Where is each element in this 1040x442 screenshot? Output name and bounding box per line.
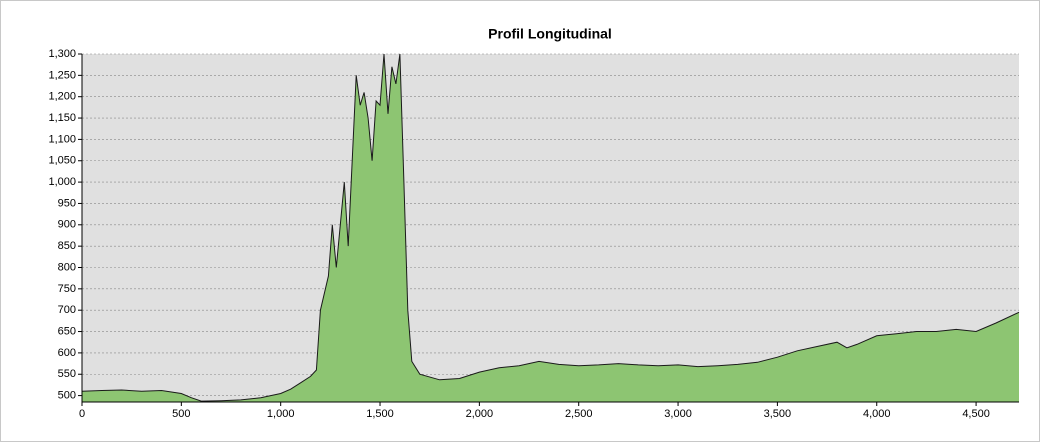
y-tick-label: 700 bbox=[58, 304, 76, 316]
y-tick-label: 500 bbox=[58, 390, 76, 402]
y-tick-label: 1,000 bbox=[48, 176, 76, 188]
y-tick-label: 1,250 bbox=[48, 69, 76, 81]
x-tick-label: 2,000 bbox=[466, 408, 494, 420]
profile-line bbox=[81, 53, 1020, 402]
x-tick-label: 3,000 bbox=[664, 408, 692, 420]
x-tick-label: 1,500 bbox=[366, 408, 394, 420]
x-tick-label: 1,000 bbox=[267, 408, 295, 420]
area-fill bbox=[82, 54, 1019, 402]
x-tick-label: 0 bbox=[79, 408, 85, 420]
y-tick-label: 1,150 bbox=[48, 112, 76, 124]
y-tick-label: 800 bbox=[58, 261, 76, 273]
y-tick-label: 850 bbox=[58, 240, 76, 252]
y-tick-label: 550 bbox=[58, 368, 76, 380]
chart-title: Profil Longitudinal bbox=[488, 26, 612, 42]
x-tick-label: 4,500 bbox=[962, 408, 990, 420]
y-tick-label: 1,100 bbox=[48, 133, 76, 145]
y-tick-label: 1,200 bbox=[48, 91, 76, 103]
y-tick-label: 750 bbox=[58, 283, 76, 295]
x-tick-label: 500 bbox=[172, 408, 190, 420]
y-tick-label: 1,050 bbox=[48, 155, 76, 167]
y-tick-label: 1,300 bbox=[48, 48, 76, 60]
x-tick-label: 3,500 bbox=[764, 408, 792, 420]
y-tick-label: 650 bbox=[58, 325, 76, 337]
y-tick-label: 600 bbox=[58, 347, 76, 359]
y-tick-label: 950 bbox=[58, 197, 76, 209]
x-tick-label: 2,500 bbox=[565, 408, 593, 420]
x-tick-label: 4,000 bbox=[863, 408, 891, 420]
y-tick-label: 900 bbox=[58, 219, 76, 231]
